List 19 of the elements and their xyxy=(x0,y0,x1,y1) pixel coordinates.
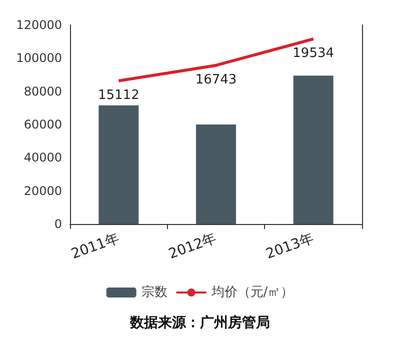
bar xyxy=(98,105,139,224)
source-note: 数据来源：广州房管局 xyxy=(129,314,270,331)
data-label: 19534 xyxy=(292,46,334,61)
x-tick-label: 2012年 xyxy=(166,230,219,262)
x-tick-label: 2011年 xyxy=(69,230,122,262)
data-label: 15112 xyxy=(98,88,140,103)
bar xyxy=(293,76,334,224)
y-tick-label: 80000 xyxy=(24,84,62,98)
legend-label: 均价（元/㎡） xyxy=(210,285,294,300)
legend-label: 宗数 xyxy=(141,284,168,300)
bar xyxy=(196,124,236,224)
y-tick-label: 60000 xyxy=(24,118,62,132)
y-tick-label: 0 xyxy=(54,217,62,231)
y-tick-label: 20000 xyxy=(24,184,62,198)
data-label: 16743 xyxy=(195,72,237,88)
x-tick-label: 2013年 xyxy=(264,230,316,262)
y-tick-label: 100000 xyxy=(16,51,62,66)
y-tick-label: 120000 xyxy=(16,18,62,32)
y-tick-label: 40000 xyxy=(24,150,62,165)
